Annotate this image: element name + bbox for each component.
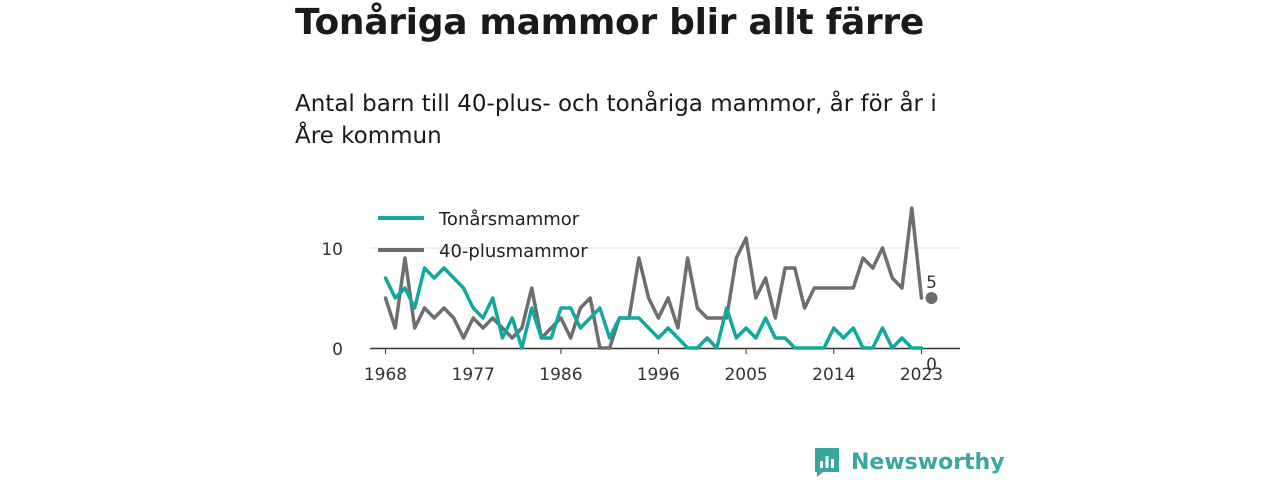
legend-label-40-plusmammor: 40-plusmammor [439, 241, 588, 262]
x-tick-label: 1986 [539, 365, 582, 385]
x-tick-label: 1977 [452, 365, 495, 385]
end-point-40-plusmammor [925, 292, 938, 304]
x-tick-label: 2023 [900, 365, 943, 385]
chart-title: Tonåriga mammor blir allt färre [295, 2, 924, 43]
x-tick-label: 2014 [812, 365, 855, 385]
newsworthy-logo-icon [815, 448, 839, 477]
y-tick-label: 0 [332, 340, 343, 360]
x-tick-label: 2005 [724, 365, 767, 385]
series-line-40-plusmammor [383, 206, 924, 350]
end-label-40-plusmammor: 5 [926, 273, 937, 293]
end-label-tonarsmammor: 0 [926, 355, 937, 375]
newsworthy-logo: Newsworthy [813, 446, 1005, 478]
x-tick-label: 1996 [637, 365, 680, 385]
x-tick-label: 1968 [364, 365, 407, 385]
newsworthy-logo-text: Newsworthy [851, 449, 1005, 475]
series-line-tonarsmammor [383, 266, 924, 350]
legend-label-tonarsmammor: Tonårsmammor [438, 209, 580, 230]
chart-subtitle: Antal barn till 40-plus- och tonåriga ma… [295, 91, 937, 149]
y-tick-label: 10 [321, 240, 343, 260]
